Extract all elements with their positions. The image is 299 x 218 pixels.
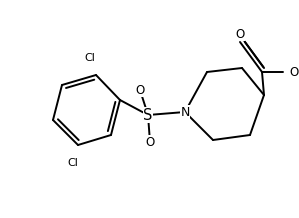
Text: N: N xyxy=(180,106,190,119)
Text: Cl: Cl xyxy=(68,158,78,168)
Text: O: O xyxy=(235,27,245,41)
Text: S: S xyxy=(143,107,153,123)
Text: O: O xyxy=(135,83,145,97)
Text: Cl: Cl xyxy=(85,53,95,63)
Text: OH: OH xyxy=(289,65,299,78)
Text: O: O xyxy=(145,136,155,148)
